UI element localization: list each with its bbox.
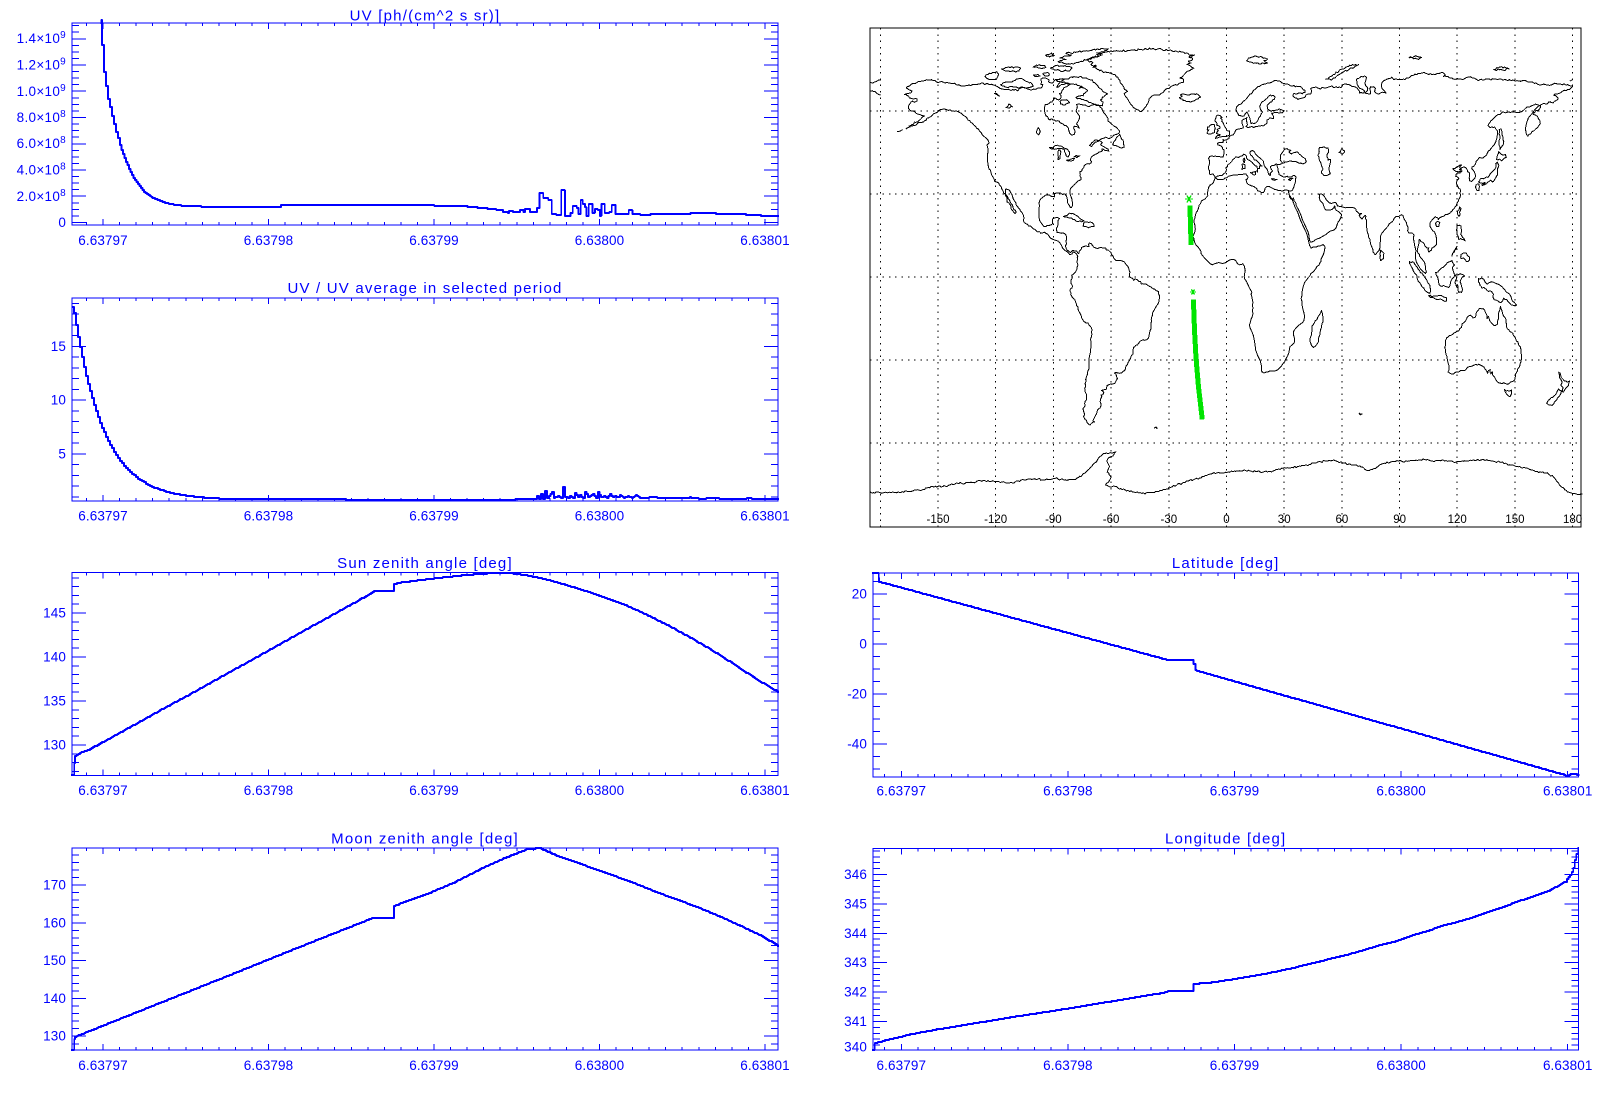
svg-text:0: 0 [859,637,867,652]
svg-text:1.4×109: 1.4×109 [17,30,66,46]
svg-text:150: 150 [1505,514,1524,526]
svg-text:-120: -120 [984,514,1007,526]
svg-text:4.0×108: 4.0×108 [17,162,66,178]
svg-text:344: 344 [844,926,867,941]
svg-text:8.0×108: 8.0×108 [17,109,66,125]
svg-text:341: 341 [844,1014,867,1029]
svg-text:130: 130 [43,1029,66,1044]
svg-text:30: 30 [1278,514,1291,526]
svg-text:20: 20 [852,587,867,602]
svg-text:6.63800: 6.63800 [1376,1058,1426,1073]
svg-text:2.0×108: 2.0×108 [17,188,66,204]
svg-text:6.63797: 6.63797 [78,1058,128,1073]
svg-text:170: 170 [43,878,66,893]
svg-text:145: 145 [43,606,66,621]
svg-text:0: 0 [58,215,66,230]
svg-text:1.0×109: 1.0×109 [17,83,66,99]
svg-text:6.63798: 6.63798 [244,783,294,798]
svg-text:120: 120 [1448,514,1467,526]
svg-text:160: 160 [43,915,66,930]
svg-text:6.63797: 6.63797 [78,783,128,798]
svg-text:6.63797: 6.63797 [78,509,128,524]
svg-text:6.63801: 6.63801 [1543,784,1593,799]
svg-text:6.63799: 6.63799 [409,783,459,798]
svg-text:6.63798: 6.63798 [244,509,294,524]
svg-text:180: 180 [1563,514,1582,526]
svg-text:60: 60 [1336,514,1349,526]
svg-text:6.63800: 6.63800 [575,1058,625,1073]
svg-text:6.63797: 6.63797 [877,784,927,799]
svg-text:-20: -20 [847,687,867,702]
svg-text:6.63801: 6.63801 [740,509,790,524]
svg-text:6.63800: 6.63800 [575,509,625,524]
svg-text:0: 0 [1223,514,1229,526]
svg-text:6.63799: 6.63799 [409,509,459,524]
svg-text:340: 340 [844,1040,867,1055]
svg-text:135: 135 [43,694,66,709]
svg-text:Sun zenith angle [deg]: Sun zenith angle [deg] [337,555,513,572]
svg-text:6.63799: 6.63799 [1210,784,1260,799]
svg-text:5: 5 [58,446,66,461]
svg-text:6.63797: 6.63797 [877,1058,927,1073]
svg-text:6.63800: 6.63800 [575,783,625,798]
svg-text:-150: -150 [926,514,949,526]
svg-text:130: 130 [43,738,66,753]
svg-text:140: 140 [43,650,66,665]
svg-text:6.63801: 6.63801 [740,1058,790,1073]
svg-text:6.63799: 6.63799 [1210,1058,1260,1073]
svg-text:-90: -90 [1045,514,1062,526]
svg-text:UV / UV average in selected pe: UV / UV average in selected period [287,280,562,297]
svg-text:Latitude [deg]: Latitude [deg] [1172,555,1280,572]
svg-text:342: 342 [844,985,867,1000]
svg-text:UV [ph/(cm^2 s sr)]: UV [ph/(cm^2 s sr)] [350,8,501,25]
svg-text:6.63798: 6.63798 [1043,784,1093,799]
svg-text:346: 346 [844,867,867,882]
svg-text:Longitude [deg]: Longitude [deg] [1165,831,1286,848]
svg-text:6.63801: 6.63801 [740,233,790,248]
svg-text:6.63801: 6.63801 [1543,1058,1593,1073]
svg-text:-60: -60 [1103,514,1120,526]
svg-text:140: 140 [43,991,66,1006]
svg-text:-30: -30 [1160,514,1177,526]
svg-text:6.63797: 6.63797 [78,233,128,248]
svg-text:-40: -40 [847,737,867,752]
svg-text:345: 345 [844,896,867,911]
svg-text:6.63798: 6.63798 [244,1058,294,1073]
svg-text:10: 10 [51,393,66,408]
svg-text:15: 15 [51,339,66,354]
svg-text:1.2×109: 1.2×109 [17,57,66,73]
svg-text:6.63800: 6.63800 [575,233,625,248]
svg-text:90: 90 [1393,514,1406,526]
svg-text:Moon zenith angle [deg]: Moon zenith angle [deg] [331,831,519,848]
svg-text:150: 150 [43,953,66,968]
svg-text:343: 343 [844,955,867,970]
svg-text:6.63798: 6.63798 [244,233,294,248]
svg-text:6.0×108: 6.0×108 [17,135,66,151]
svg-text:6.63799: 6.63799 [409,233,459,248]
svg-text:6.63798: 6.63798 [1043,1058,1093,1073]
svg-text:6.63799: 6.63799 [409,1058,459,1073]
svg-text:6.63801: 6.63801 [740,783,790,798]
svg-text:6.63800: 6.63800 [1376,784,1426,799]
